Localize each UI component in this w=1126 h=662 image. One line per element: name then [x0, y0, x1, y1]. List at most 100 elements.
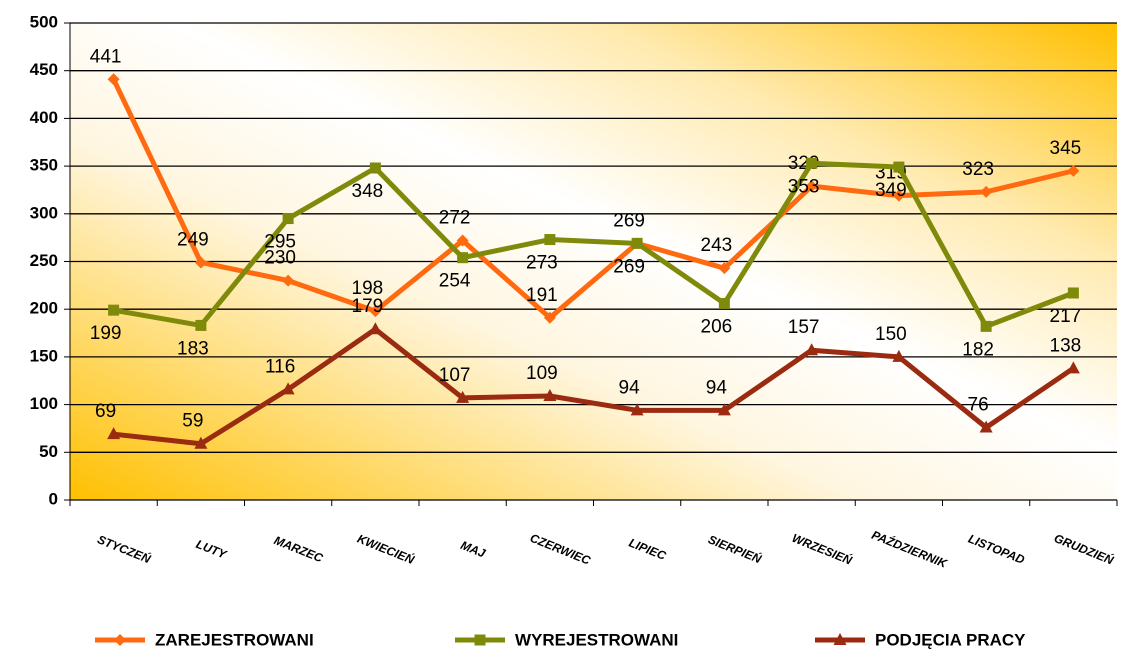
marker — [282, 274, 295, 287]
legend-label: WYREJESTROWANI — [515, 630, 678, 649]
data-label: 295 — [264, 232, 296, 253]
data-label: 217 — [1050, 306, 1082, 327]
data-label: 59 — [182, 411, 203, 432]
legend-label: PODJĘCIA PRACY — [875, 630, 1026, 649]
data-label: 94 — [619, 377, 641, 398]
marker — [544, 234, 556, 246]
legend-item: ZAREJESTROWANI — [95, 630, 314, 649]
data-label: 199 — [90, 323, 122, 344]
marker — [1067, 287, 1079, 299]
marker — [892, 349, 906, 362]
marker — [457, 252, 469, 264]
x-tick-label: STYCZEŃ — [95, 531, 153, 566]
x-tick-label: LIPIEC — [627, 535, 668, 563]
marker — [718, 297, 730, 309]
x-tick-label: SIERPIEŃ — [706, 531, 764, 566]
x-tick-label: GRUDZIEŃ — [1052, 530, 1116, 568]
data-label: 243 — [701, 235, 733, 256]
data-label: 150 — [875, 324, 907, 345]
legend-label: ZAREJESTROWANI — [155, 630, 314, 649]
marker — [456, 390, 470, 403]
x-tick-label: KWIECIEŃ — [355, 531, 417, 568]
y-tick-label: 450 — [30, 60, 58, 79]
marker — [281, 382, 295, 395]
marker — [195, 319, 207, 331]
data-label: 198 — [352, 278, 384, 299]
y-tick-label: 400 — [30, 108, 58, 127]
marker — [107, 427, 121, 440]
y-tick-label: 100 — [30, 394, 58, 413]
data-label: 348 — [352, 181, 384, 202]
legend-item: WYREJESTROWANI — [455, 630, 678, 649]
x-tick-label: MARZEC — [272, 533, 325, 565]
data-label: 249 — [177, 229, 209, 250]
data-label: 273 — [526, 253, 558, 274]
marker — [369, 305, 382, 318]
marker — [1066, 361, 1080, 374]
data-label: 272 — [439, 208, 471, 229]
marker — [369, 162, 381, 174]
marker — [194, 436, 208, 449]
marker — [108, 304, 120, 316]
marker — [805, 180, 818, 193]
series-line — [113, 160, 1075, 329]
data-label: 269 — [613, 210, 645, 231]
marker — [979, 420, 993, 433]
data-label: 230 — [264, 248, 296, 269]
data-label: 179 — [352, 296, 384, 317]
data-label: 116 — [265, 356, 295, 377]
marker — [980, 320, 992, 332]
x-tick-label: PAŹDZIERNIK — [870, 527, 951, 571]
marker — [543, 311, 556, 324]
marker — [833, 633, 847, 645]
x-tick-label: CZERWIEC — [528, 531, 593, 568]
marker — [107, 73, 120, 86]
marker — [892, 189, 905, 202]
y-tick-label: 200 — [30, 299, 58, 318]
marker — [717, 403, 731, 416]
data-label: 269 — [613, 256, 645, 277]
marker — [368, 322, 382, 335]
data-label: 349 — [875, 180, 907, 201]
y-tick-label: 300 — [30, 203, 58, 222]
marker — [893, 161, 905, 173]
data-label: 182 — [962, 339, 994, 360]
marker — [806, 157, 818, 169]
legend-item: PODJĘCIA PRACY — [815, 630, 1026, 649]
marker — [980, 185, 993, 198]
data-label: 157 — [788, 317, 820, 338]
marker — [543, 389, 557, 402]
series-line — [113, 326, 1075, 447]
marker — [1067, 164, 1080, 177]
y-tick-label: 0 — [49, 489, 58, 508]
marker — [456, 234, 469, 247]
data-label: 206 — [701, 316, 733, 337]
data-label: 94 — [706, 377, 728, 398]
marker — [631, 237, 643, 249]
data-label: 69 — [95, 401, 116, 422]
marker — [282, 213, 294, 225]
y-tick-label: 500 — [30, 12, 58, 31]
y-tick-label: 250 — [30, 251, 58, 270]
data-label: 441 — [90, 46, 122, 67]
marker — [805, 343, 819, 356]
data-label: 353 — [788, 176, 820, 197]
y-tick-label: 150 — [30, 346, 58, 365]
data-label: 109 — [526, 363, 558, 384]
data-label: 76 — [968, 395, 989, 416]
x-tick-label: WRZESIEŃ — [790, 530, 855, 568]
x-tick-label: MAJ — [459, 538, 488, 561]
data-label: 254 — [439, 271, 471, 292]
data-label: 191 — [526, 285, 558, 306]
x-tick-label: LISTOPAD — [966, 532, 1027, 567]
data-label: 138 — [1050, 335, 1082, 356]
data-label: 107 — [439, 365, 471, 386]
data-label: 345 — [1050, 138, 1082, 159]
marker — [114, 634, 126, 646]
marker — [474, 634, 486, 646]
data-label: 183 — [177, 338, 209, 359]
y-tick-label: 350 — [30, 156, 58, 175]
y-tick-label: 50 — [39, 442, 58, 461]
marker — [718, 262, 731, 275]
